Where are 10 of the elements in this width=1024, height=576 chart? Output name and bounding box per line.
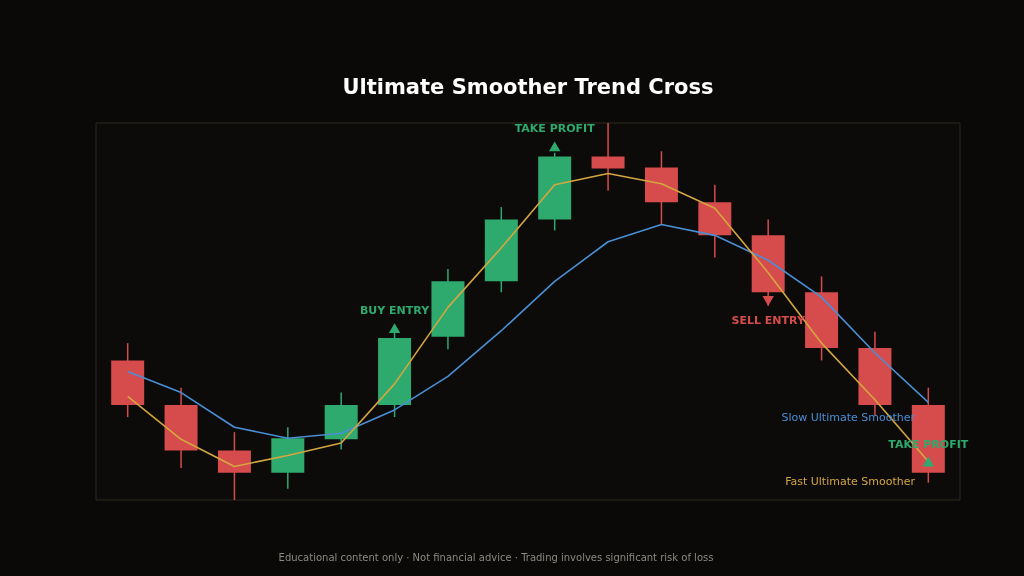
point bbox=[388, 323, 401, 334]
chart-title: Ultimate Smoother Trend Cross bbox=[342, 75, 714, 100]
annotation: SELL ENTRY bbox=[731, 313, 806, 327]
annotation: TAKE PROFIT bbox=[514, 122, 596, 136]
text: Educational content only · Not financial advice · Trading involves significant risk of loss bbox=[278, 552, 714, 563]
point bbox=[548, 141, 561, 152]
point bbox=[762, 296, 774, 306]
series-label: Fast Ultimate Smoother bbox=[785, 474, 916, 488]
point bbox=[922, 456, 935, 467]
annotation: BUY ENTRY bbox=[359, 304, 431, 318]
